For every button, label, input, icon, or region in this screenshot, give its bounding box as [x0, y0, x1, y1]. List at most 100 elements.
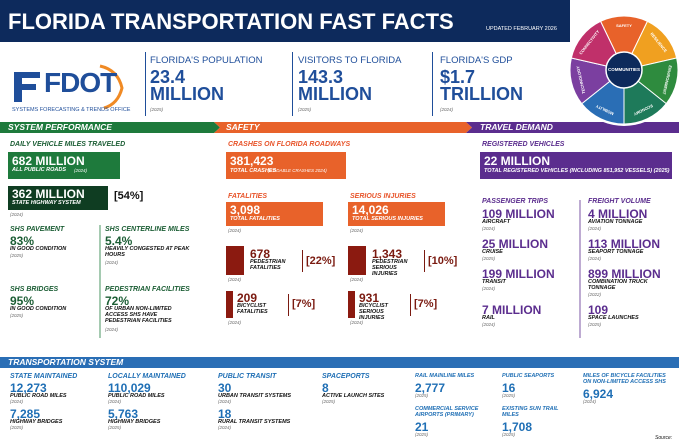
- text: SAFETY: [226, 122, 260, 132]
- text: 5.4%: [105, 234, 133, 248]
- box: [424, 250, 425, 272]
- box: [410, 294, 411, 316]
- text: RURAL TRANSIT SYSTEMS: [218, 419, 291, 425]
- text: 110,029: [108, 381, 151, 395]
- text: 14,026: [352, 203, 389, 217]
- wheel-center-label: COMMUNITIES: [608, 67, 640, 72]
- text: (2024): [482, 226, 496, 231]
- stat-box: [480, 152, 672, 179]
- section-bar: [0, 122, 220, 133]
- text: CRUISE: [482, 249, 503, 255]
- text: LOCALLY MAINTAINED: [108, 373, 186, 380]
- text: (2024): [105, 260, 119, 265]
- text: (2024): [105, 327, 119, 332]
- text: 1,708: [502, 420, 533, 434]
- box: [226, 202, 323, 226]
- text: (2024): [228, 320, 242, 325]
- text: AIRCRAFT: [482, 219, 511, 225]
- text: SHS PAVEMENT: [10, 226, 65, 233]
- text: PUBLIC SEAPORTS: [502, 373, 555, 379]
- text: 7 MILLION: [482, 303, 542, 317]
- text: (2024): [228, 277, 242, 282]
- box: [288, 294, 289, 316]
- text: (2025): [588, 322, 602, 327]
- text: PUBLIC TRANSIT: [218, 373, 277, 380]
- box: [348, 202, 445, 226]
- text: 682 MILLION: [12, 154, 85, 168]
- text: EXISTING SUN TRAIL MILES: [502, 406, 559, 418]
- text: 18: [218, 407, 232, 421]
- text: (2024): [108, 399, 122, 404]
- text: SYSTEM PERFORMANCE: [8, 122, 112, 132]
- text: PASSENGER TRIPS: [482, 198, 548, 205]
- text: 30: [218, 381, 232, 395]
- wheel-label: ENVIRONMENT: [661, 65, 673, 95]
- text: ALL PUBLIC ROADS: [12, 167, 66, 173]
- text: (2024): [228, 228, 242, 233]
- text: IN GOOD CONDITION: [10, 246, 67, 252]
- wheel: SAFETYRESILIENCEENVIRONMENTECONOMYMOBILI…: [568, 14, 679, 126]
- text: PEDESTRIAN FATALITIES: [250, 259, 286, 271]
- text: HIGHWAY BRIDGES: [10, 419, 63, 425]
- text: (2024): [218, 425, 232, 430]
- text: 8: [322, 381, 329, 395]
- text: Source:: [655, 435, 673, 441]
- text: SERIOUS INJURIES: [350, 193, 416, 200]
- text: STATE HIGHWAY SYSTEM: [12, 200, 81, 206]
- text: FATALITIES: [228, 193, 268, 200]
- text: UPDATED FEBRUARY 2026: [486, 26, 557, 32]
- text: 109 MILLION: [482, 207, 555, 221]
- text: 95%: [10, 294, 35, 308]
- text: (2024): [10, 399, 24, 404]
- text: 362 MILLION: [12, 187, 85, 201]
- text: (2024): [218, 399, 232, 404]
- text: 678: [250, 247, 271, 261]
- text: 83%: [10, 234, 35, 248]
- text: 381,423: [230, 154, 274, 168]
- divider: [145, 52, 146, 116]
- text: (2024): [482, 286, 496, 291]
- text: CRASHES ON FLORIDA ROADWAYS: [228, 141, 351, 148]
- text: FLORIDA'S POPULATION: [150, 55, 263, 66]
- text: SHS CENTERLINE MILES: [105, 226, 190, 233]
- text: BICYCLIST SERIOUS INJURIES: [359, 303, 389, 321]
- text: 2,777: [415, 381, 446, 395]
- section-bar: [214, 122, 472, 133]
- text: 4 MILLION: [588, 207, 648, 221]
- text: (CODABLE CRASHES 2024): [268, 168, 327, 173]
- text: IN GOOD CONDITION: [10, 306, 67, 312]
- text: SEAPORT TONNAGE: [588, 249, 644, 255]
- text: (2024): [482, 322, 496, 327]
- text: FDOT: [44, 67, 117, 98]
- text: (2025): [10, 425, 24, 430]
- text: $1.7 TRILLION: [440, 67, 523, 105]
- text: (2024): [350, 228, 364, 233]
- text: (2025): [502, 393, 516, 398]
- text: FLORIDA'S GDP: [440, 55, 513, 66]
- text: HEAVILY CONGESTED AT PEAK HOURS: [105, 246, 190, 258]
- wheel-label: TECHNOLOGY: [575, 65, 586, 94]
- text: 113 MILLION: [588, 237, 661, 251]
- text: [54%]: [114, 190, 144, 202]
- logo-mark: [14, 72, 40, 102]
- text: AVIATION TONNAGE: [588, 219, 643, 225]
- text: 199 MILLION: [482, 267, 555, 281]
- box: [348, 291, 355, 318]
- text: 209: [237, 291, 258, 305]
- title-bar: [0, 0, 570, 42]
- text: TRANSPORTATION SYSTEM: [8, 357, 124, 367]
- text: 5,763: [108, 407, 139, 421]
- text: BICYCLIST FATALITIES: [237, 303, 268, 315]
- text: HIGHWAY BRIDGES: [108, 419, 161, 425]
- text: TRAVEL DEMAND: [480, 122, 553, 132]
- text: [7%]: [292, 298, 316, 310]
- text: 1,343: [372, 247, 403, 261]
- text: SPACEPORTS: [322, 373, 370, 380]
- text: STATE MAINTAINED: [10, 373, 78, 380]
- text: ACTIVE LAUNCH SITES: [322, 393, 385, 399]
- text: 21: [415, 420, 429, 434]
- text: 16: [502, 381, 516, 395]
